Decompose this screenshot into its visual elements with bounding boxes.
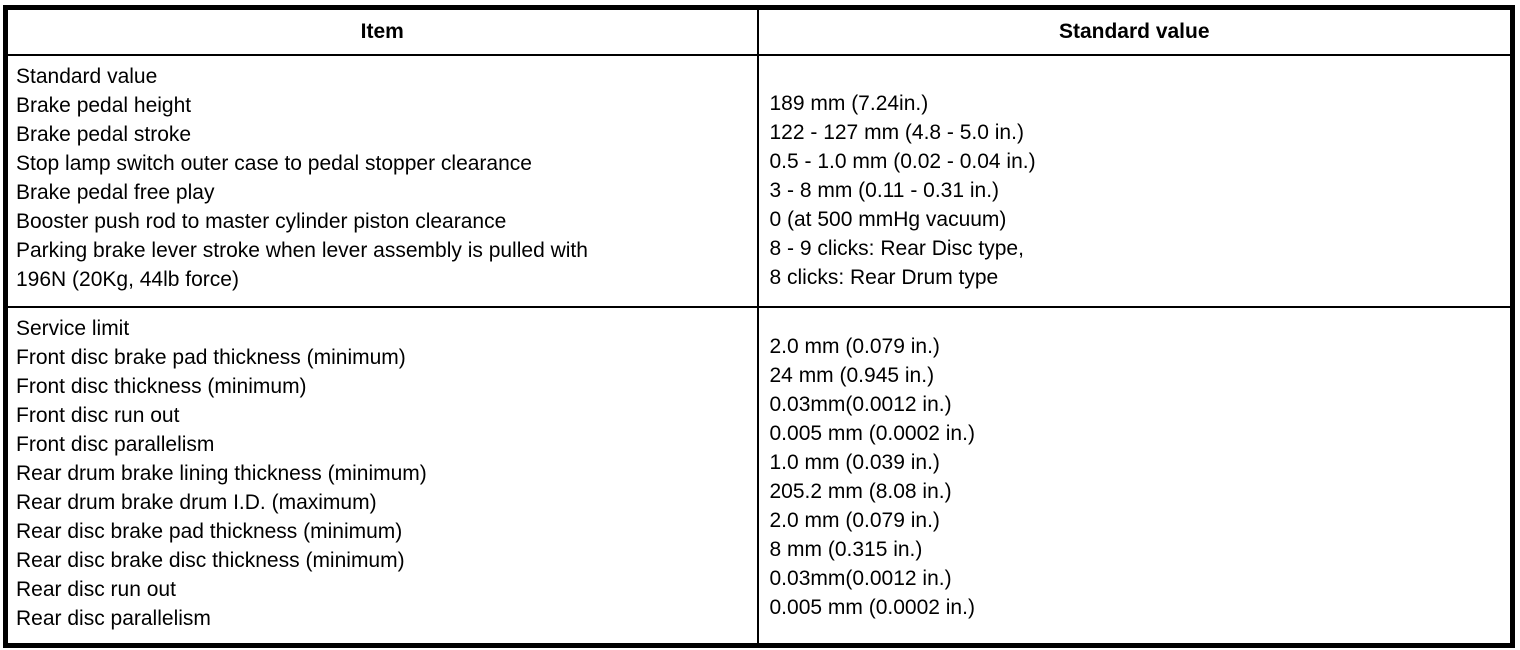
column-header-item: Item: [4, 6, 759, 56]
table-row-standard-value: Standard value Brake pedal height Brake …: [4, 54, 1514, 308]
value-cell-standard-value: 189 mm (7.24in.) 122 - 127 mm (4.8 - 5.0…: [756, 54, 1514, 308]
brake-spec-table: Item Standard value Standard value Brake…: [3, 5, 1515, 648]
table-row-service-limit: Service limit Front disc brake pad thick…: [4, 306, 1514, 646]
item-cell-service-limit: Service limit Front disc brake pad thick…: [4, 306, 759, 646]
header-row: Item Standard value: [4, 6, 1514, 56]
column-header-standard-value: Standard value: [756, 6, 1514, 56]
item-cell-standard-value: Standard value Brake pedal height Brake …: [4, 54, 759, 308]
value-cell-service-limit: 2.0 mm (0.079 in.) 24 mm (0.945 in.) 0.0…: [756, 306, 1514, 646]
